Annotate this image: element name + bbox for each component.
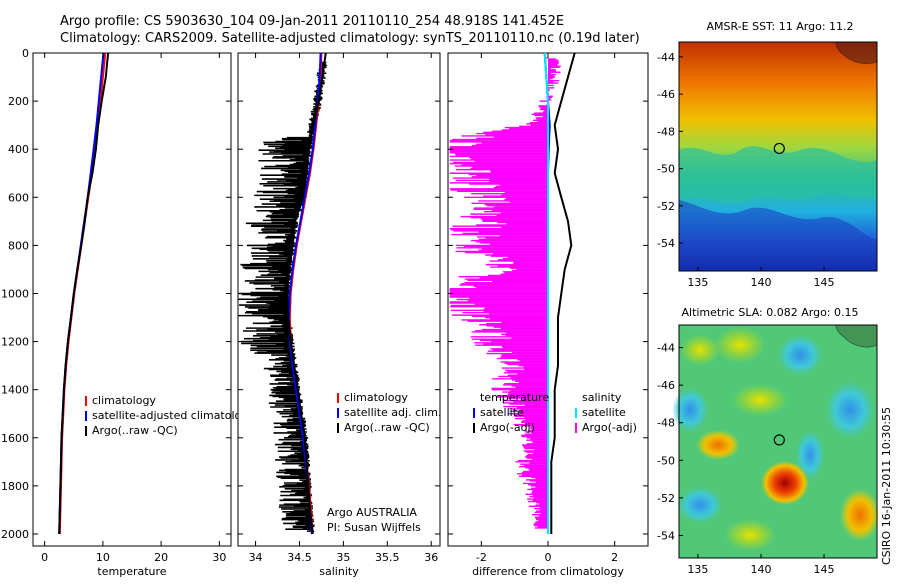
sla-map-panel: Altimetric SLA: 0.082 Argo: 0.15 135 140 1… — [657, 306, 880, 576]
y-tick-label: -46 — [657, 88, 675, 101]
x-tick-label: 0 — [41, 551, 48, 564]
sla-blob — [732, 384, 788, 416]
y-tick-label: -52 — [657, 492, 675, 505]
sla-blob — [826, 382, 874, 438]
legend-label: climatology — [92, 394, 156, 407]
x-tick-label: 145 — [814, 276, 835, 289]
y-tick-label: -48 — [657, 417, 675, 430]
y-tick-label: -44 — [657, 342, 675, 355]
x-tick-label: 36 — [424, 551, 438, 564]
x-tick-label: 20 — [154, 551, 168, 564]
y-tick-label: 1800 — [1, 480, 29, 493]
sla-map-frame — [678, 324, 878, 559]
legend-label: satellite adj. clim. — [344, 406, 441, 419]
y-tick-label: -48 — [657, 125, 675, 138]
series-line — [58, 52, 110, 535]
series-line — [543, 52, 549, 534]
salinity-xlabel: salinity — [319, 565, 359, 578]
sla-blob — [714, 327, 766, 363]
legend-heading: temperature — [480, 391, 549, 404]
series-line — [286, 52, 327, 535]
y-tick-label: -50 — [657, 163, 675, 176]
salinity-annotation-line-2: PI: Susan Wijffels — [327, 521, 421, 534]
difference-xlabel: difference from climatology — [472, 565, 624, 578]
y-tick-label: 1200 — [1, 336, 29, 349]
sst-map-title: AMSR-E SST: 11 Argo: 11.2 — [706, 20, 853, 33]
x-tick-label: 135 — [687, 563, 708, 576]
legend-label: Argo(-adj) — [480, 421, 535, 434]
header-line-2: Climatology: CARS2009. Satellite-adjuste… — [60, 31, 640, 46]
x-tick-label: 145 — [814, 563, 835, 576]
sst-map-frame — [678, 41, 878, 272]
x-tick-label: 135 — [687, 276, 708, 289]
tasmania-coast — [835, 324, 878, 348]
argo-float-marker — [773, 142, 785, 155]
y-tick-label: 2000 — [1, 528, 29, 541]
x-tick-label: 2 — [611, 551, 618, 564]
sla-blob — [840, 489, 880, 541]
x-tick-label: 0 — [545, 551, 552, 564]
y-tick-label: 200 — [8, 95, 29, 108]
y-tick-label: -46 — [657, 379, 675, 392]
x-tick-label: 35.5 — [375, 551, 400, 564]
sla-blob — [724, 519, 776, 551]
y-tick-label: -54 — [657, 529, 675, 542]
sla-blob — [796, 431, 824, 479]
series-line — [550, 52, 576, 534]
side-timestamp: CSIRO 16-Jan-2011 10:30:55 — [880, 407, 893, 565]
temperature-axes-frame — [32, 52, 232, 547]
sst-cold-water — [679, 200, 877, 271]
y-tick-label: -44 — [657, 51, 675, 64]
salinity-panel: 34 34.5 35 35.5 36 salinity climatology sate… — [237, 52, 441, 578]
series-line — [287, 52, 322, 535]
y-tick-label: 800 — [8, 239, 29, 252]
legend-label: Argo(-adj) — [582, 421, 637, 434]
difference-panel: -2 0 2 difference from climatology tempera… — [447, 52, 649, 578]
sst-front-band — [679, 146, 877, 203]
legend-label: Argo(..raw -QC) — [92, 424, 178, 437]
sla-blob — [672, 388, 708, 432]
salinity-axes-frame — [237, 52, 441, 547]
sst-map-panel: AMSR-E SST: 11 Argo: 11.2 135 140 145 -44 -4… — [657, 20, 878, 289]
x-tick-label: 10 — [96, 551, 110, 564]
legend-heading: salinity — [582, 391, 622, 404]
temperature-legend: climatology satellite-adjusted climatolo… — [85, 394, 255, 437]
y-tick-label: 1000 — [1, 287, 29, 300]
legend-label: satellite — [582, 406, 626, 419]
y-tick-label: -50 — [657, 454, 675, 467]
legend-label: satellite — [480, 406, 524, 419]
salinity-legend: climatology satellite adj. clim. Argo(..… — [337, 391, 441, 434]
legend-label: climatology — [344, 391, 408, 404]
x-tick-label: 34 — [249, 551, 263, 564]
tasmania-coast — [835, 41, 878, 64]
sla-blob — [778, 335, 822, 375]
sla-blob — [680, 334, 720, 366]
y-tick-label: -54 — [657, 237, 675, 250]
x-tick-label: -2 — [476, 551, 487, 564]
x-tick-label: 140 — [750, 563, 771, 576]
y-tick-label: 1400 — [1, 384, 29, 397]
sla-blob — [761, 461, 809, 505]
x-tick-label: 34.5 — [287, 551, 312, 564]
argo-float-marker — [773, 434, 785, 446]
y-tick-label: 400 — [8, 143, 29, 156]
sla-blob — [696, 430, 740, 460]
sla-map-title: Altimetric SLA: 0.082 Argo: 0.15 — [681, 306, 858, 319]
legend-label: Argo(..raw -QC) — [344, 421, 430, 434]
sla-blob — [678, 487, 722, 523]
temperature-xlabel: temperature — [97, 565, 166, 578]
y-tick-label: -52 — [657, 200, 675, 213]
y-tick-label: 0 — [22, 47, 29, 60]
x-tick-label: 140 — [750, 276, 771, 289]
legend-label: satellite-adjusted climatology — [92, 409, 255, 422]
temperature-panel: 0 10 20 30 0 200 400 600 800 1000 1200 1400 1600 1800… — [1, 47, 255, 578]
header-line-1: Argo profile: CS 5903630_104 09-Jan-2011… — [60, 14, 564, 29]
y-tick-label: 600 — [8, 191, 29, 204]
x-tick-label: 30 — [212, 551, 226, 564]
x-tick-label: 35 — [336, 551, 350, 564]
difference-legend: temperature satellite Argo(-adj) salinit… — [473, 391, 637, 434]
y-tick-label: 1600 — [1, 432, 29, 445]
salinity-annotation-line-1: Argo AUSTRALIA — [327, 506, 417, 519]
